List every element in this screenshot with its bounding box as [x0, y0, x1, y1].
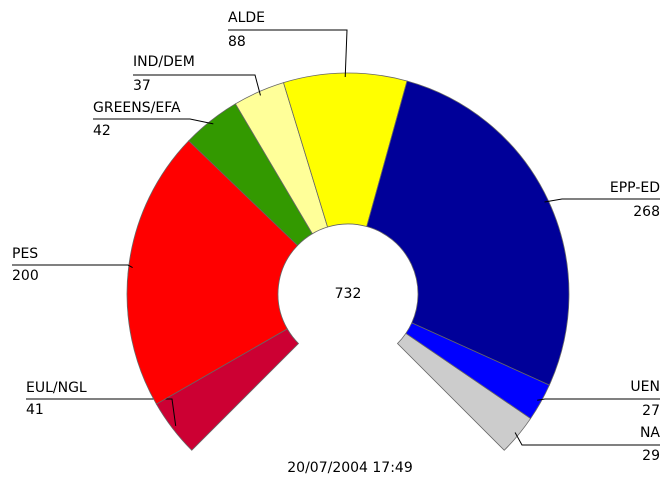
segment-value: 37 — [133, 78, 151, 94]
seat-segment — [366, 80, 570, 386]
leader-line — [537, 398, 660, 401]
total-label: 732 — [335, 286, 362, 302]
segment-value: 42 — [93, 123, 111, 139]
segment-value: 88 — [228, 34, 246, 50]
segment-value: 41 — [26, 402, 44, 418]
leader-line — [133, 74, 261, 96]
segment-name: GREENS/EFA — [93, 100, 181, 116]
segment-name: NA — [640, 425, 660, 441]
segment-value: 29 — [642, 448, 660, 464]
seat-segment — [283, 72, 408, 228]
leader-line — [514, 432, 660, 446]
footer: 20/07/2004 17:49 — [287, 460, 413, 476]
seat-segment — [126, 140, 299, 405]
segment-value: 268 — [633, 204, 660, 220]
segment-value: 27 — [642, 403, 660, 419]
segment-name: PES — [12, 246, 38, 262]
segment-name: EUL/NGL — [26, 380, 87, 396]
segment-name: ALDE — [228, 10, 265, 26]
seat-segment — [396, 332, 532, 451]
segment-name: UEN — [630, 379, 660, 395]
segment-name: EPP-ED — [610, 180, 660, 196]
segment-name: IND/DEM — [133, 54, 195, 70]
leader-line — [228, 29, 348, 78]
segment-value: 200 — [12, 268, 39, 284]
leader-line — [26, 398, 177, 426]
leader-line — [544, 198, 660, 203]
leader-line — [12, 264, 133, 268]
leader-line — [93, 118, 214, 125]
